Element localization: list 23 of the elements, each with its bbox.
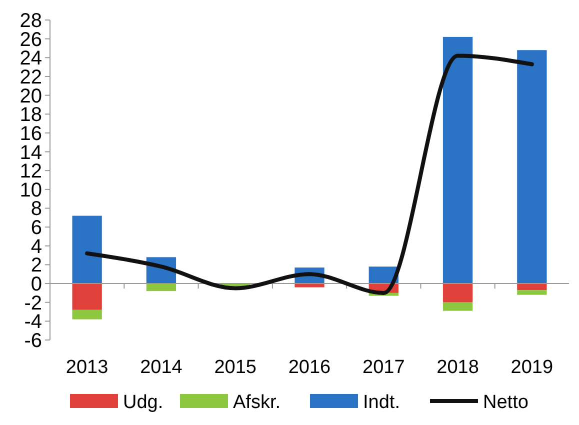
bar — [442, 302, 473, 311]
bar — [517, 284, 547, 290]
x-tick-label: 2015 — [214, 357, 256, 378]
x-tick-label: 2019 — [510, 357, 554, 378]
line-series — [85, 54, 534, 295]
legend-label: Indt. — [363, 392, 400, 413]
bar — [442, 284, 473, 302]
bar — [146, 284, 176, 292]
x-tick-label: 2013 — [66, 357, 108, 378]
bar — [517, 50, 547, 284]
x-tick-label: 2018 — [436, 357, 479, 378]
x-tick-label: 2014 — [140, 357, 183, 378]
bar — [517, 290, 547, 295]
x-tick-label: 2017 — [362, 357, 405, 378]
bar — [72, 216, 102, 284]
bar — [72, 284, 102, 310]
bar — [294, 284, 324, 288]
bar — [72, 310, 102, 320]
legend-label: Afskr. — [233, 392, 281, 413]
legend-label: Netto — [483, 392, 528, 413]
x-tick-label: 2016 — [288, 357, 331, 378]
bar — [442, 36, 473, 284]
legend-label: Udg. — [123, 392, 164, 413]
